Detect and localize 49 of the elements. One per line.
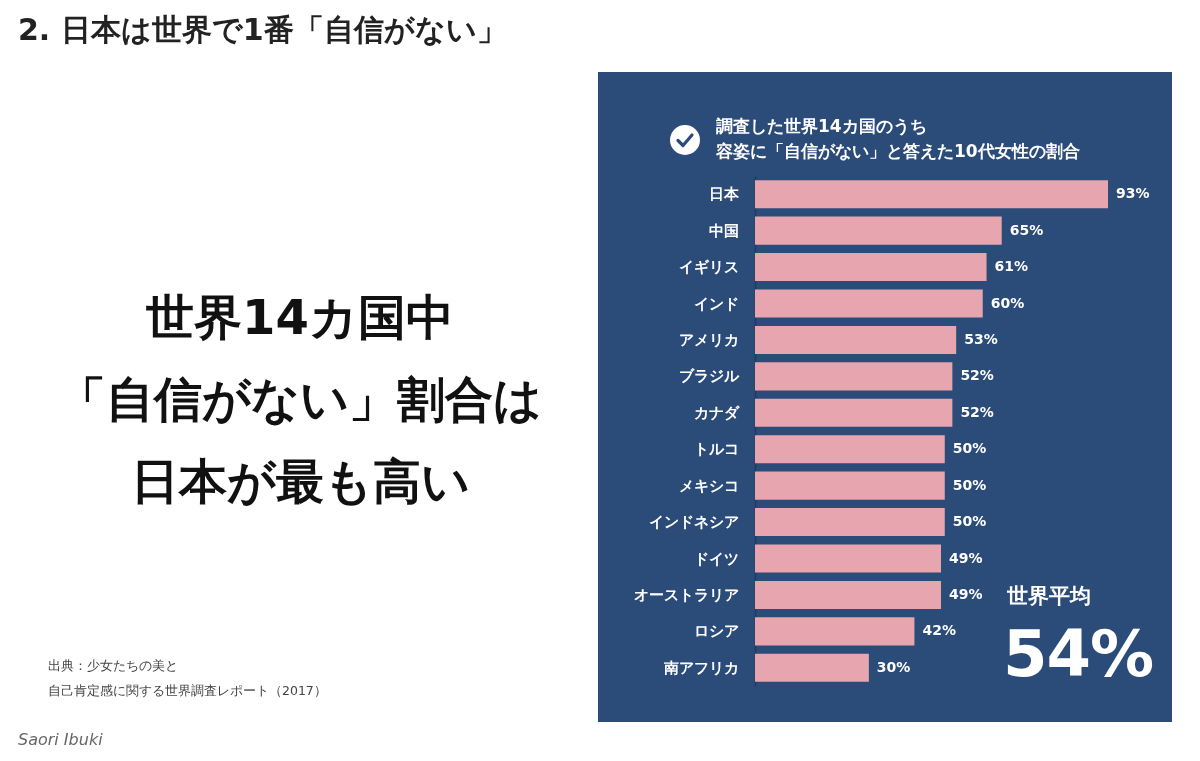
y-tick-label: 中国 [708, 221, 739, 240]
data-label: 60% [990, 294, 1025, 311]
data-label: 93% [1116, 185, 1150, 202]
y-tick-label: 南アフリカ [662, 658, 739, 677]
bar [755, 289, 983, 318]
data-label: 53% [964, 330, 998, 347]
bar [755, 398, 953, 427]
y-tick-label: ドイツ [693, 549, 739, 568]
bar [755, 216, 1002, 245]
data-label: 52% [960, 367, 994, 384]
data-label: 50% [952, 513, 987, 530]
data-label: 50% [952, 440, 987, 457]
annotation: 世界平均 [1007, 583, 1091, 610]
y-tick-label: アメリカ [678, 330, 739, 349]
data-label: 65% [1009, 221, 1044, 238]
y-tick-label: ブラジル [678, 367, 740, 386]
text: 世界14カ国中「自信がない」割合は日本が最も高い [57, 288, 543, 511]
y-tick-label: インドネシア [648, 513, 739, 532]
bar [755, 617, 915, 646]
data-label: 42% [922, 622, 956, 639]
bar [755, 580, 941, 609]
bar [755, 544, 941, 573]
bar [755, 362, 953, 391]
data-label: 49% [948, 549, 983, 566]
text: Saori Ibuki [18, 730, 103, 749]
y-tick-label: オーストラリア [633, 585, 739, 604]
y-tick-label: ロシア [693, 622, 739, 641]
y-tick-label: インド [693, 294, 739, 313]
y-tick-label: 日本 [708, 185, 740, 204]
data-label: 49% [948, 585, 983, 602]
data-label: 61% [994, 258, 1029, 275]
data-label: 50% [952, 476, 987, 493]
bar [755, 435, 945, 464]
bar [755, 653, 869, 682]
annotation: 54% [1003, 616, 1154, 693]
y-tick-label: イギリス [678, 258, 739, 277]
bar [755, 180, 1108, 209]
y-tick-label: トルコ [693, 440, 739, 459]
bar [755, 471, 945, 500]
chart-subtitle: 調査した世界14カ国のうち容姿に「自信がない」と答えた10代女性の割合 [716, 115, 1080, 163]
data-label: 52% [960, 403, 994, 420]
bar [755, 253, 987, 282]
data-label: 30% [876, 658, 911, 675]
bar [755, 508, 945, 537]
text: 2. 日本は世界で1番「自信がない」 [18, 11, 507, 49]
y-tick-label: メキシコ [678, 476, 739, 495]
bar [755, 325, 957, 354]
source-note: 出典：少女たちの美と自己肯定感に関する世界調査レポート（2017） [48, 657, 327, 700]
y-tick-label: カナダ [693, 403, 740, 422]
